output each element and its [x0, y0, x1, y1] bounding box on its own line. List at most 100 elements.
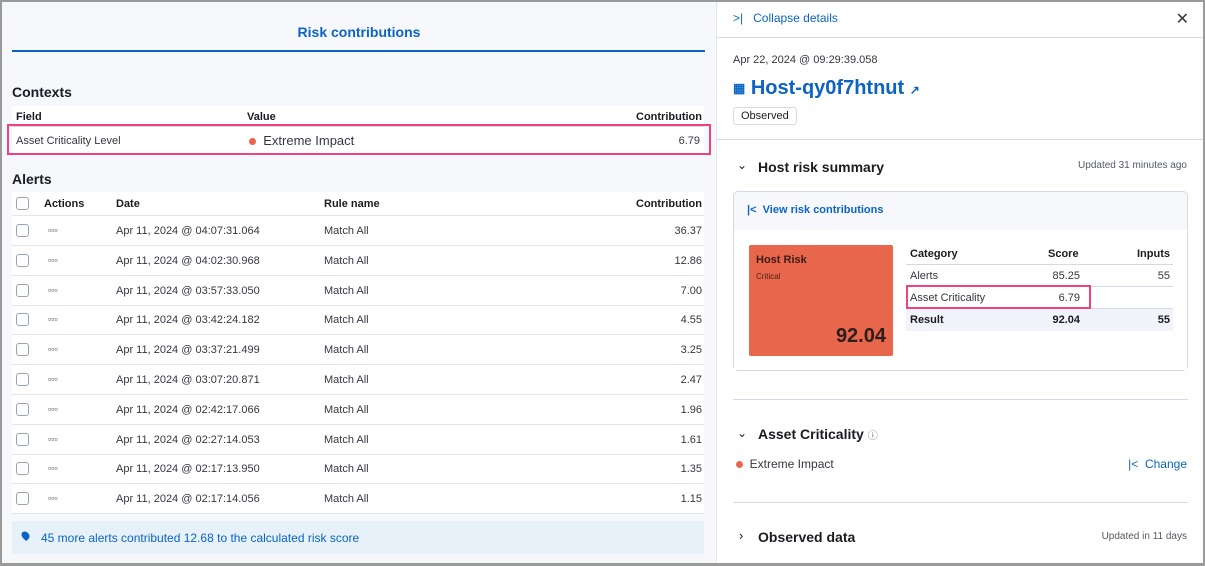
alert-row: ▫▫▫ Apr 11, 2024 @ 03:57:33.050 Match Al… — [12, 276, 704, 306]
actions-icon[interactable]: ▫▫▫ — [48, 254, 58, 265]
alerts-table: Actions Date Rule name Contribution ▫▫▫ … — [12, 192, 704, 515]
actions-icon[interactable]: ▫▫▫ — [48, 463, 58, 474]
category: Alerts — [910, 270, 939, 282]
inputs: 55 — [1157, 314, 1170, 326]
close-icon[interactable]: ✕ — [1175, 11, 1189, 28]
context-field: Asset Criticality Level — [16, 135, 121, 147]
alert-rule: Match All — [324, 433, 369, 446]
observed-data-title[interactable]: Observed data — [758, 529, 856, 545]
row-checkbox[interactable] — [16, 373, 29, 386]
alert-date: Apr 11, 2024 @ 03:57:33.050 — [116, 284, 260, 297]
actions-icon[interactable]: ▫▫▫ — [48, 344, 58, 355]
view-risk-contributions-link[interactable]: |< View risk contributions — [747, 204, 883, 216]
actions-icon[interactable]: ▫▫▫ — [48, 374, 58, 384]
expand-left-icon: |< — [1128, 457, 1139, 471]
alert-date: Apr 11, 2024 @ 03:37:21.499 — [116, 344, 260, 357]
alert-rule: Match All — [324, 284, 369, 297]
external-link-icon: ↗ — [909, 83, 920, 97]
alert-contribution: 7.00 — [680, 284, 702, 297]
chevron-down-icon[interactable]: ⌄ — [737, 158, 748, 172]
row-checkbox[interactable] — [16, 283, 29, 297]
risk-updated: Updated 31 minutes ago — [1078, 160, 1187, 171]
alert-date: Apr 11, 2024 @ 03:42:24.182 — [116, 314, 260, 327]
risk-card-score: 92.04 — [835, 325, 886, 347]
alert-row: ▫▫▫ Apr 11, 2024 @ 04:02:30.968 Match Al… — [12, 246, 704, 276]
risk-card-title: Host Risk — [756, 254, 807, 266]
alert-row: ▫▫▫ Apr 11, 2024 @ 02:27:14.053 Match Al… — [12, 425, 704, 455]
row-checkbox[interactable] — [16, 432, 29, 446]
details-flyout: >| Collapse details ✕ Apr 22, 2024 @ 09:… — [716, 2, 1204, 563]
alert-row: ▫▫▫ Apr 11, 2024 @ 04:07:31.064 Match Al… — [12, 216, 704, 246]
alert-row: ▫▫▫ Apr 11, 2024 @ 03:37:21.499 Match Al… — [12, 335, 704, 366]
select-all-checkbox[interactable] — [16, 197, 29, 210]
actions-icon[interactable]: ▫▫▫ — [48, 493, 58, 504]
tab-risk-contributions[interactable]: Risk contributions — [297, 24, 421, 40]
score: 85.25 — [1052, 270, 1080, 282]
more-alerts-callout: 45 more alerts contributed 12.68 to the … — [12, 521, 704, 554]
alert-rule: Match All — [324, 374, 369, 386]
alert-rule: Match All — [324, 403, 369, 416]
chevron-down-icon[interactable]: ⌄ — [737, 426, 748, 440]
context-contribution: 6.79 — [678, 135, 700, 147]
change-button[interactable]: |< Change — [1128, 457, 1187, 471]
col-value: Value — [247, 111, 276, 123]
contexts-title: Contexts — [12, 84, 72, 100]
col-category: Category — [910, 248, 958, 260]
alert-date: Apr 11, 2024 @ 04:07:31.064 — [116, 225, 260, 237]
view-link-text: View risk contributions — [762, 204, 884, 216]
risk-contributions-panel: Risk contributions Contexts Field Value … — [2, 2, 716, 563]
alert-contribution: 1.35 — [680, 463, 702, 476]
pin-icon — [19, 529, 32, 542]
host-icon: ▦ — [733, 80, 746, 96]
row-checkbox[interactable] — [16, 462, 29, 476]
contexts-table: Field Value Contribution Asset Criticali… — [12, 106, 704, 156]
col-score: Score — [1048, 248, 1079, 260]
alert-contribution: 1.61 — [680, 433, 702, 446]
alert-contribution: 4.55 — [680, 314, 702, 327]
alert-date: Apr 11, 2024 @ 02:27:14.053 — [116, 433, 260, 446]
criticality-dot-icon — [736, 461, 743, 469]
risk-summary-card: |< View risk contributions Host Risk Cri… — [733, 191, 1188, 371]
alerts-title: Alerts — [12, 171, 52, 187]
col-contribution: Contribution — [636, 111, 702, 123]
alert-rule: Match All — [324, 314, 369, 327]
asset-criticality-title[interactable]: Asset Criticality ⓘ — [758, 426, 878, 442]
actions-icon[interactable]: ▫▫▫ — [48, 225, 58, 235]
collapse-label: Collapse details — [753, 11, 838, 25]
row-checkbox[interactable] — [16, 253, 29, 267]
score: 6.79 — [1058, 292, 1080, 304]
actions-icon[interactable]: ▫▫▫ — [48, 433, 58, 444]
alert-rule: Match All — [324, 225, 369, 237]
collapse-icon: >| — [733, 11, 744, 25]
alert-contribution: 12.86 — [674, 254, 702, 267]
row-checkbox[interactable] — [16, 313, 29, 327]
col-actions: Actions — [44, 198, 85, 210]
actions-icon[interactable]: ▫▫▫ — [48, 403, 58, 414]
alert-row: ▫▫▫ Apr 11, 2024 @ 02:42:17.066 Match Al… — [12, 395, 704, 425]
host-title[interactable]: ▦ Host-qy0f7htnut ↗ — [733, 77, 920, 100]
observed-updated: Updated in 11 days — [1101, 531, 1187, 542]
collapse-details-button[interactable]: >| Collapse details — [733, 11, 838, 25]
row-checkbox[interactable] — [16, 224, 29, 237]
risk-summary-title[interactable]: Host risk summary — [758, 159, 885, 175]
alert-rule: Match All — [324, 463, 369, 476]
row-checkbox[interactable] — [16, 492, 29, 506]
alert-date: Apr 11, 2024 @ 02:17:13.950 — [116, 463, 260, 476]
callout-text: 45 more alerts contributed 12.68 to the … — [41, 531, 360, 545]
alert-row: ▫▫▫ Apr 11, 2024 @ 02:17:13.950 Match Al… — [12, 454, 704, 485]
tab-underline — [12, 50, 705, 52]
chevron-right-icon[interactable]: › — [739, 528, 744, 543]
change-label: Change — [1144, 457, 1187, 471]
context-value: Extreme Impact — [249, 133, 354, 148]
risk-row-alerts: Alerts 85.25 55 — [906, 265, 1173, 287]
alert-rule: Match All — [324, 344, 369, 357]
alert-date: Apr 11, 2024 @ 04:02:30.968 — [116, 254, 260, 267]
info-icon[interactable]: ⓘ — [867, 431, 878, 442]
col-field: Field — [16, 111, 42, 123]
actions-icon[interactable]: ▫▫▫ — [48, 284, 58, 295]
row-checkbox[interactable] — [16, 402, 29, 416]
row-checkbox[interactable] — [16, 343, 29, 357]
actions-icon[interactable]: ▫▫▫ — [48, 314, 58, 325]
alert-date: Apr 11, 2024 @ 02:42:17.066 — [116, 403, 260, 416]
host-name: Host-qy0f7htnut — [750, 77, 905, 99]
